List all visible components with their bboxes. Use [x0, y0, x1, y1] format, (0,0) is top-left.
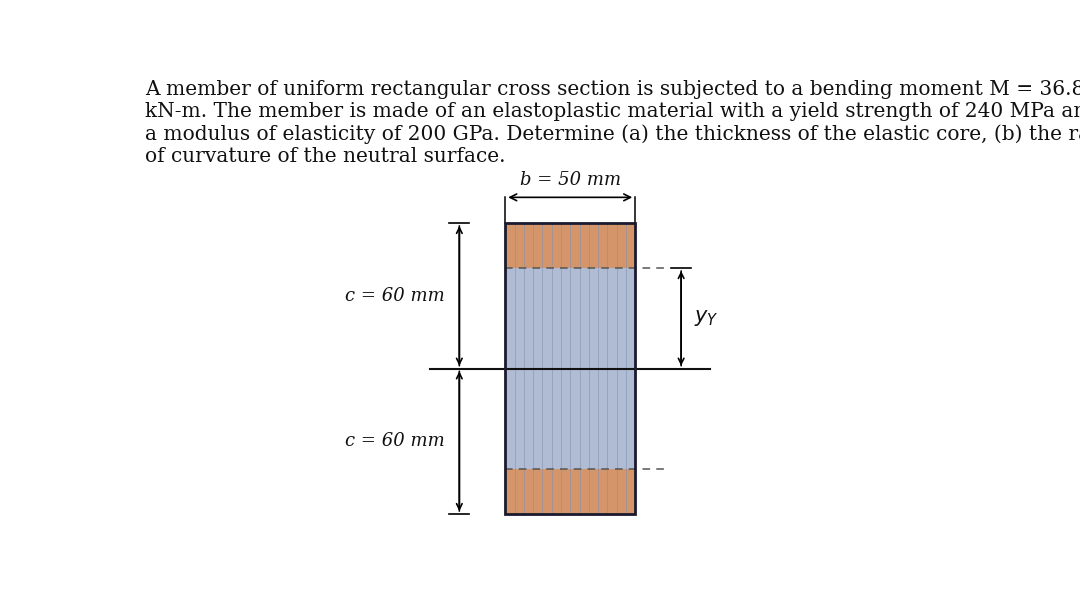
Text: $y_Y$: $y_Y$ [693, 308, 718, 328]
Text: A member of uniform rectangular cross section is subjected to a bending moment M: A member of uniform rectangular cross se… [145, 80, 1080, 166]
Bar [505, 223, 635, 514]
Bar [505, 223, 635, 268]
Text: c = 60 mm: c = 60 mm [345, 432, 444, 450]
Text: b = 50 mm: b = 50 mm [519, 171, 621, 189]
Bar [505, 469, 635, 514]
Text: c = 60 mm: c = 60 mm [345, 287, 444, 305]
Bar [505, 268, 635, 469]
